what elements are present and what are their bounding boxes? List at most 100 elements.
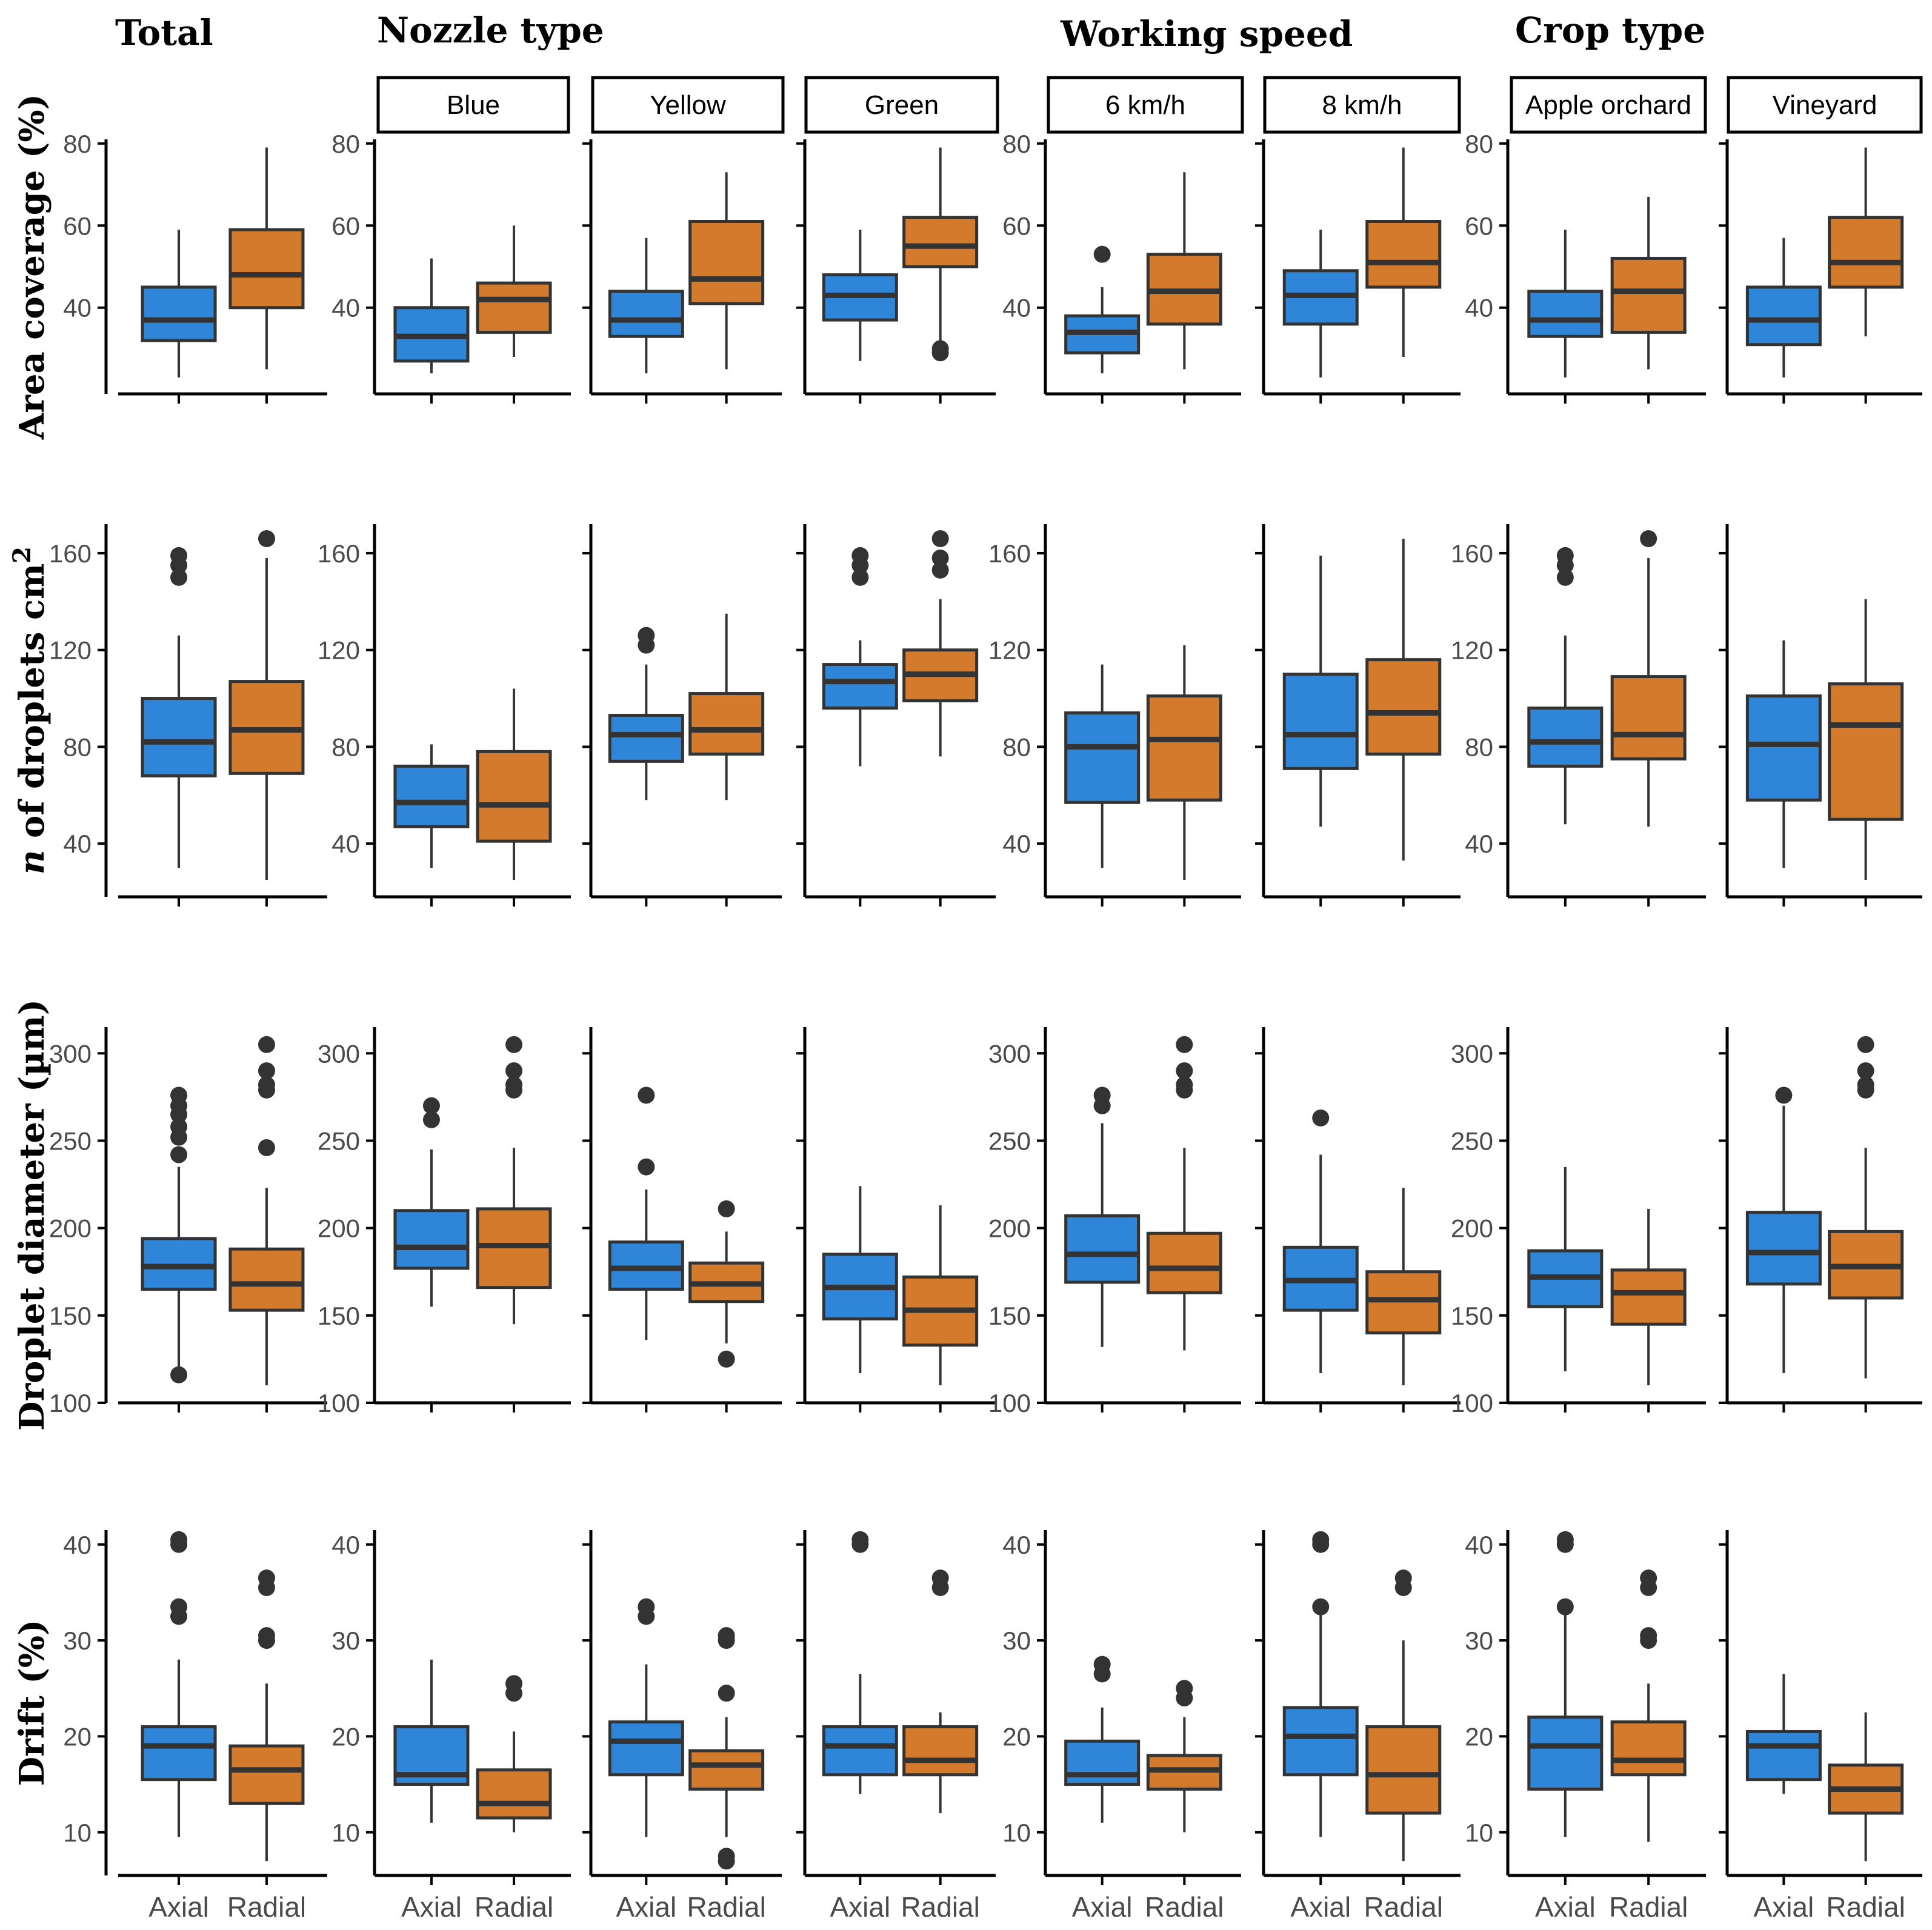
y-tick-label: 250 (318, 1126, 360, 1155)
y-tick-label: 250 (1451, 1126, 1493, 1155)
panel (1719, 524, 1922, 907)
box-axial (141, 547, 217, 907)
outlier-point (258, 1036, 275, 1053)
y-tick-label: 300 (49, 1039, 92, 1068)
y-tick-label: 160 (1451, 539, 1493, 568)
iqr-box (688, 692, 765, 756)
panel: 40 80 120 160 (1451, 524, 1706, 907)
outlier-point (1176, 1062, 1193, 1080)
y-tick-label: 10 (1002, 1819, 1031, 1847)
panel: 40 80 120 160 (318, 524, 571, 907)
outlier-point (638, 1086, 655, 1104)
box-axial (1282, 1109, 1359, 1413)
box-axial: Axial (608, 1598, 684, 1923)
box-axial (822, 1186, 898, 1413)
y-tick-label: 30 (1465, 1626, 1493, 1655)
y-tick-label: 200 (318, 1214, 360, 1243)
iqr-box (608, 713, 684, 763)
x-category-label: Axial (148, 1891, 209, 1923)
outlier-point (1394, 1569, 1412, 1587)
outlier-point (258, 1627, 275, 1645)
outlier-point (505, 1036, 523, 1053)
iqr-box (393, 1209, 470, 1270)
outlier-point (931, 1569, 949, 1587)
box-radial (1828, 599, 1904, 907)
y-tick-label: 20 (1002, 1722, 1031, 1751)
iqr-box (1365, 658, 1442, 756)
group-titles: Total Nozzle type Working speed Crop typ… (115, 10, 1705, 55)
iqr-box (902, 1725, 979, 1777)
facet-strip-label: 6 km/h (1105, 90, 1185, 120)
row-y-axis-title: Droplet diameter (µm) (12, 999, 52, 1431)
y-tick-label: 120 (318, 636, 360, 665)
facet-strip-label: 8 km/h (1322, 90, 1402, 120)
x-category-label: Radial (687, 1891, 765, 1923)
outlier-point (1176, 1076, 1193, 1094)
y-tick-label: 40 (63, 294, 92, 322)
y-tick-label: 80 (63, 130, 92, 158)
y-tick-label: 40 (1002, 294, 1031, 322)
facet-strip: 8 km/h (1263, 76, 1461, 134)
box-radial (228, 147, 305, 404)
iqr-box (1745, 285, 1822, 347)
box-radial: Radial (1364, 1569, 1443, 1923)
outlier-point (1556, 568, 1574, 586)
row-y-axis-title-italic: n (12, 850, 52, 874)
outlier-point (422, 1111, 440, 1128)
box-radial (476, 225, 552, 404)
x-category-label: Axial (1535, 1891, 1596, 1923)
y-tick-label: 100 (988, 1389, 1031, 1417)
box-radial: Radial (227, 1569, 306, 1923)
y-tick-label: 150 (49, 1302, 92, 1330)
iqr-box (1064, 1739, 1141, 1786)
y-tick-label: 100 (318, 1389, 360, 1417)
box-radial: Radial (901, 1569, 980, 1923)
panel (1255, 524, 1461, 907)
panel: Axial Radial (582, 1530, 782, 1923)
facet-strip-label: Apple orchard (1525, 90, 1691, 120)
outlier-point (1556, 1531, 1574, 1548)
facet-strips: Blue Yellow Green 6 km/h 8 km/h Apple orchard… (376, 76, 1923, 134)
box-axial (1745, 238, 1822, 404)
x-category-label: Radial (1609, 1891, 1688, 1923)
facet-strip-box (1510, 76, 1707, 134)
facet-strip-box (1263, 76, 1461, 134)
outlier-point (931, 340, 949, 358)
box-radial (902, 1205, 979, 1413)
outlier-point (1556, 1598, 1574, 1616)
outlier-point (931, 549, 949, 567)
box-radial (902, 530, 979, 907)
row-y-axis-title-superscript: 2 (8, 547, 36, 564)
panel: Axial Radial (796, 1530, 996, 1923)
y-tick-label: 300 (988, 1039, 1031, 1068)
box-axial: Axial (1064, 1655, 1141, 1923)
box-axial (822, 547, 898, 907)
box-radial: Radial (1609, 1569, 1688, 1923)
outlier-point (170, 1118, 188, 1136)
box-axial (822, 230, 898, 404)
outlier-point (718, 1627, 735, 1645)
outlier-point (1176, 1680, 1193, 1697)
x-category-label: Radial (475, 1891, 553, 1923)
panel: Axial Radial (1255, 1530, 1461, 1923)
y-tick-label: 30 (331, 1626, 360, 1655)
box-axial (141, 230, 217, 404)
outlier-point (1857, 1062, 1874, 1080)
iqr-box (902, 216, 979, 268)
box-radial (1610, 196, 1687, 404)
y-tick-label: 60 (1465, 211, 1493, 240)
outlier-point (422, 1097, 440, 1114)
outlier-point (931, 561, 949, 579)
outlier-point (1775, 1086, 1793, 1104)
iqr-box (1745, 1211, 1822, 1286)
y-tick-label: 60 (1002, 211, 1031, 240)
outlier-point (1556, 547, 1574, 564)
box-axial (1527, 1166, 1604, 1413)
panel (582, 524, 782, 907)
facet-strip: Vineyard (1727, 76, 1923, 134)
iqr-box (141, 1725, 217, 1782)
y-tick-label: 300 (318, 1039, 360, 1068)
outlier-point (1640, 1627, 1657, 1645)
box-axial (393, 1097, 470, 1413)
facet-strip-box (1047, 76, 1244, 134)
